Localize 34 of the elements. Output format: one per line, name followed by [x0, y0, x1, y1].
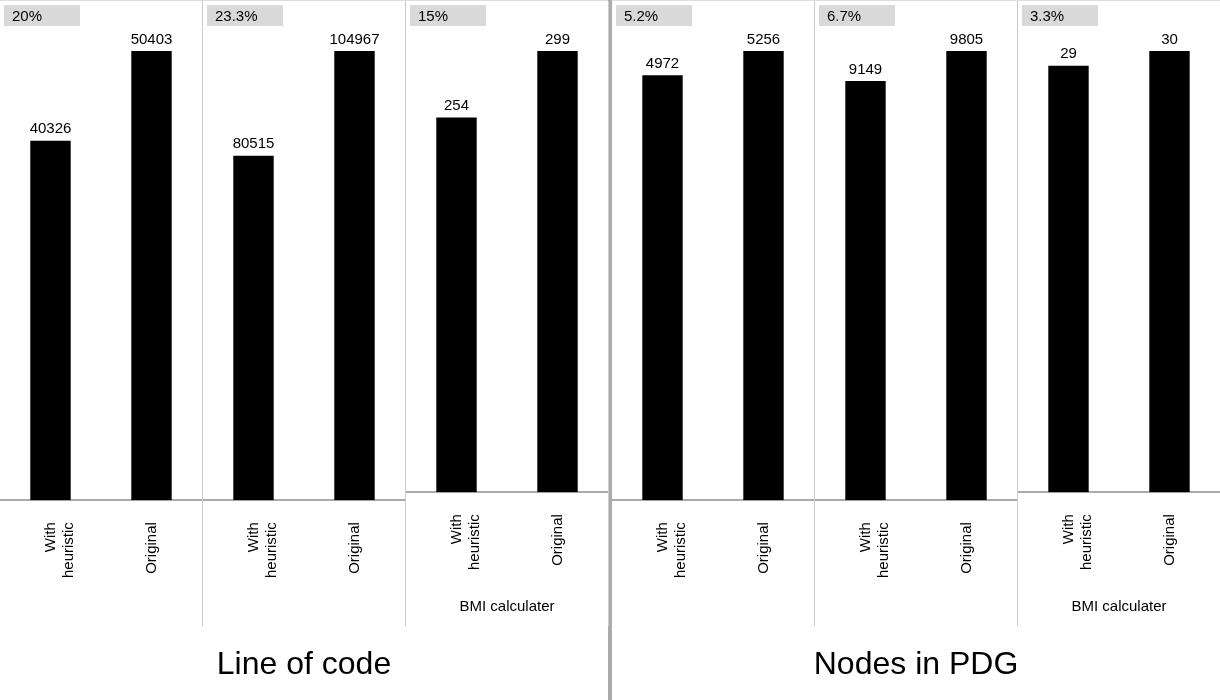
- text: 20%: [4, 5, 80, 26]
- x-axis-title: BMI calculater: [459, 597, 555, 615]
- data-label: 104967: [329, 29, 380, 47]
- text: 23.3%: [207, 5, 283, 26]
- x-tick-label: With heuristic: [243, 521, 279, 578]
- x-tick-label: Original: [141, 522, 159, 574]
- text: Line of code: [216, 644, 392, 682]
- text: 6.7%: [819, 5, 895, 26]
- data-label: 9149: [848, 59, 883, 77]
- x-tick-label: Original: [753, 522, 771, 574]
- text: 5.2%: [616, 5, 692, 26]
- data-label: 5256: [746, 29, 781, 47]
- x-tick-label: Original: [956, 522, 974, 574]
- x-tick-label: Original: [1159, 514, 1177, 566]
- data-label: 50403: [130, 29, 173, 47]
- data-label: 4972: [645, 53, 680, 71]
- data-label: 29: [1060, 44, 1077, 62]
- data-label: 9805: [949, 29, 984, 47]
- text: 3.3%: [1022, 5, 1098, 26]
- data-label: 254: [443, 96, 470, 114]
- text: Nodes in PDG: [813, 644, 1019, 682]
- data-label: 80515: [232, 134, 275, 152]
- x-tick-label: With heuristic: [446, 513, 482, 570]
- data-label: 30: [1161, 29, 1178, 47]
- x-axis-title: BMI calculater: [1071, 597, 1167, 615]
- x-tick-label: With heuristic: [855, 521, 891, 578]
- x-tick-label: Original: [547, 514, 565, 566]
- x-tick-label: With heuristic: [1058, 513, 1094, 570]
- x-tick-label: With heuristic: [40, 521, 76, 578]
- x-tick-label: Original: [344, 522, 362, 574]
- data-label: 40326: [29, 119, 72, 137]
- x-tick-label: With heuristic: [652, 521, 688, 578]
- data-label: 299: [544, 29, 571, 47]
- text: 15%: [410, 5, 486, 26]
